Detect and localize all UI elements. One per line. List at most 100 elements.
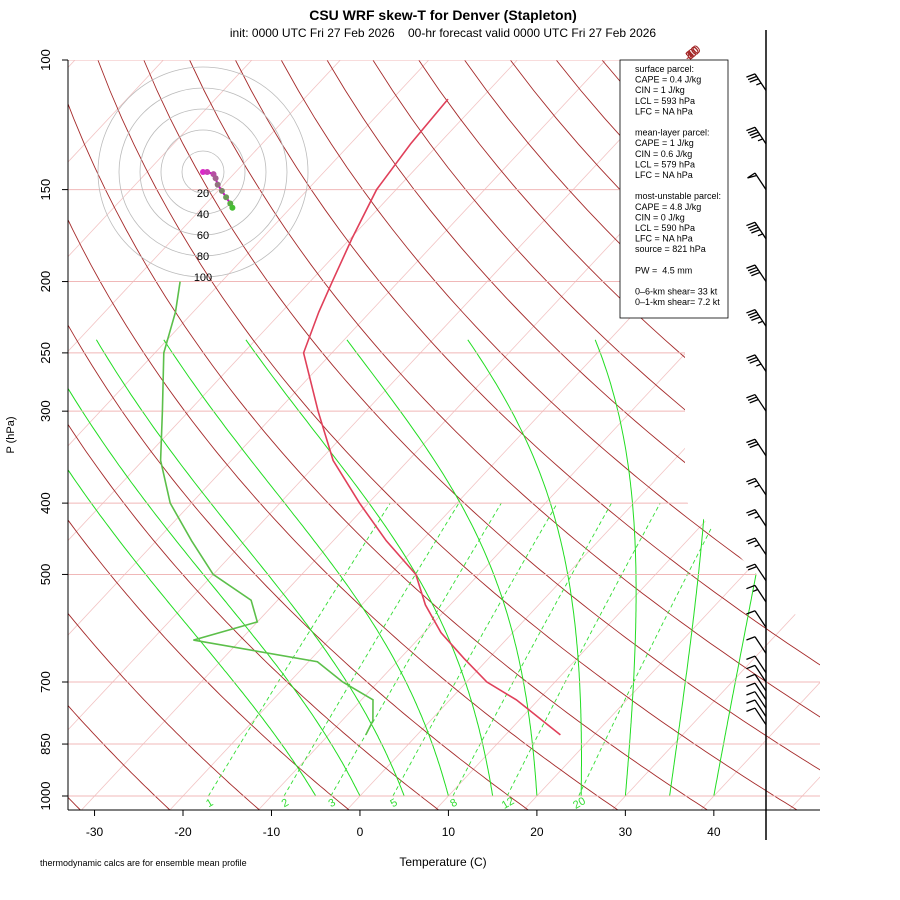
x-tick-label: 20: [530, 825, 544, 839]
moist-adiabat: [594, 339, 637, 797]
isotherm: [522, 60, 820, 810]
hodograph-point: [200, 169, 206, 175]
dry-adiabat: [235, 60, 820, 810]
hodograph-ring-label: 80: [197, 251, 209, 263]
wind-barb: [746, 537, 767, 556]
wind-barb: [746, 126, 767, 145]
moist-adiabat: [163, 339, 449, 797]
dry-adiabat: [68, 60, 262, 810]
x-tick-label: 10: [442, 825, 456, 839]
x-axis-label: Temperature (C): [399, 855, 486, 869]
wind-barb: [746, 673, 767, 692]
y-tick-label: 500: [38, 564, 53, 586]
wind-barb: [746, 509, 767, 527]
dry-adiabat: [68, 60, 621, 810]
wind-barb: [746, 264, 767, 282]
x-tick-label: 0: [357, 825, 364, 839]
isotherm: [68, 60, 710, 810]
info-line: LCL = 590 hPa: [635, 223, 695, 233]
y-tick-label: 250: [38, 342, 53, 364]
moist-adiabat: [68, 339, 361, 797]
dry-adiabat: [831, 60, 900, 812]
moist-adiabat: [346, 339, 538, 797]
isotherm: [876, 44, 900, 812]
dry-adiabat: [280, 60, 820, 810]
info-line: LFC = NA hPa: [635, 106, 693, 116]
y-tick-label: 100: [38, 49, 53, 71]
wind-barb: [746, 584, 767, 603]
mixing-ratio-label: 1: [204, 797, 215, 810]
hodograph-point: [218, 187, 225, 194]
info-line: CIN = 0 J/kg: [635, 212, 685, 222]
hodograph-ring: [181, 150, 225, 194]
mixing-ratio-line: [283, 502, 460, 797]
info-line: PW = 4.5 mm: [635, 265, 692, 275]
wind-barb: [746, 682, 767, 701]
isotherm: [610, 60, 820, 810]
dry-adiabat: [326, 60, 820, 810]
hodograph-ring-label: 60: [197, 230, 209, 242]
info-line: CAPE = 4.8 J/kg: [635, 202, 701, 212]
hodograph-ring-label: 40: [197, 209, 209, 221]
isotherm: [256, 60, 820, 810]
mixing-ratio-label: 5: [388, 797, 399, 810]
isotherm: [68, 60, 356, 810]
isotherm: [0, 44, 2, 812]
footnote: thermodynamic calcs are for ensemble mea…: [40, 858, 247, 868]
info-line: LCL = 593 hPa: [635, 96, 695, 106]
temperature-profile: [302, 98, 561, 736]
dry-adiabat: [68, 60, 711, 810]
info-line: CAPE = 0.4 J/kg: [635, 75, 701, 85]
hodograph-point: [229, 204, 236, 211]
dry-adiabat: [68, 60, 441, 810]
mixing-ratio-label: 8: [448, 797, 459, 810]
y-tick-label: 300: [38, 400, 53, 422]
info-line: CIN = 0.6 J/kg: [635, 149, 692, 159]
mixing-ratio-line: [208, 502, 391, 797]
y-axis-label: P (hPa): [5, 416, 17, 453]
wind-barb: [746, 707, 767, 726]
wind-barb: [746, 438, 767, 457]
info-line: 0–1-km shear= 7.2 kt: [635, 297, 720, 307]
wind-barb: [746, 309, 767, 327]
moist-adiabat: [95, 339, 405, 797]
y-tick-label: 150: [38, 179, 53, 201]
x-tick-label: 40: [707, 825, 721, 839]
plot-background: [0, 44, 900, 812]
dewpoint-profile: [159, 281, 374, 736]
dry-adiabat: [68, 60, 352, 810]
y-tick-label: 700: [38, 671, 53, 693]
x-tick-label: -10: [263, 825, 281, 839]
info-line: most-unstable parcel:: [635, 191, 721, 201]
dry-adiabat: [68, 60, 172, 810]
dry-adiabat: [784, 60, 820, 810]
wind-barb: [746, 691, 767, 709]
x-tick-label: 30: [619, 825, 633, 839]
dry-adiabat: [189, 60, 820, 810]
wind-barb: [746, 563, 767, 582]
x-tick-label: -20: [174, 825, 192, 839]
dry-adiabat: [97, 60, 800, 810]
dry-adiabat: [68, 60, 531, 810]
wind-barb: [746, 477, 767, 496]
y-tick-label: 1000: [38, 782, 53, 811]
hodograph-ring-label: 100: [194, 272, 212, 284]
info-line: surface parcel:: [635, 64, 694, 74]
dry-adiabat: [877, 60, 900, 812]
wind-barb: [747, 172, 767, 190]
mixing-ratio-line: [452, 502, 612, 797]
mixing-ratio-label: 12: [500, 795, 517, 812]
wind-barb: [746, 393, 767, 412]
hodograph-point: [214, 181, 221, 188]
wind-barb: [746, 73, 767, 91]
moist-adiabat: [467, 339, 582, 797]
hodograph-ring-label: 20: [197, 188, 209, 200]
wind-barb: [746, 610, 767, 628]
wind-barb: [746, 221, 767, 240]
dry-adiabat: [372, 60, 820, 810]
moist-adiabat: [68, 339, 317, 797]
mixing-ratio-line: [578, 502, 725, 797]
mixing-ratio-label: 20: [571, 795, 588, 812]
x-tick-label: -30: [86, 825, 104, 839]
